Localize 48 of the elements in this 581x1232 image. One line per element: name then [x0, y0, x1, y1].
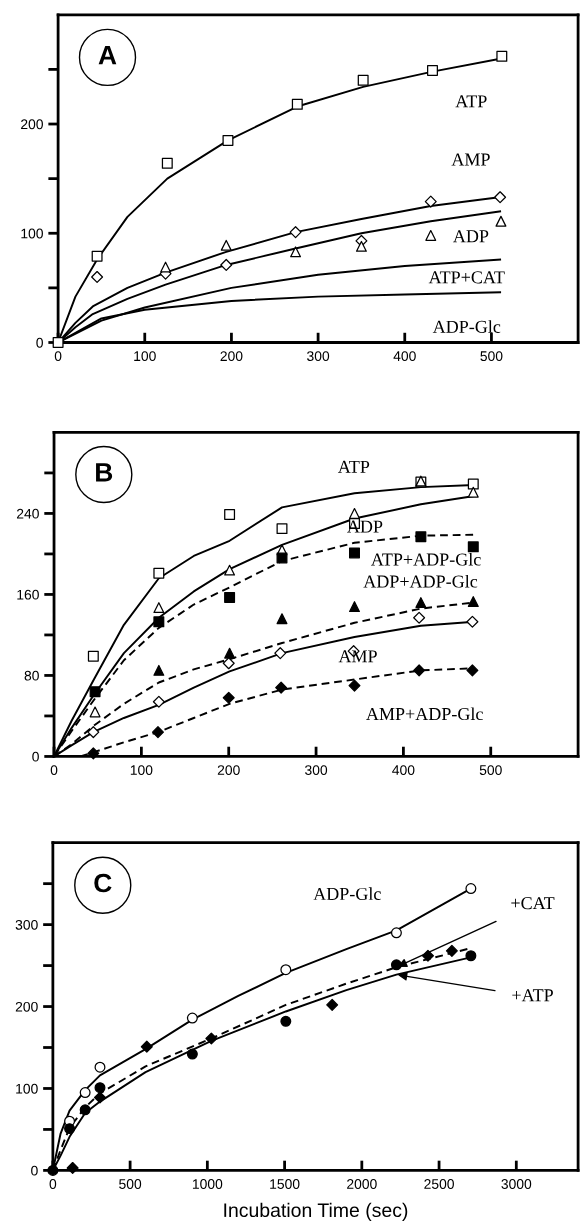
x-tick-label: 400: [392, 765, 415, 775]
x-axis-title: Incubation Time (sec): [224, 1202, 408, 1221]
series-label: AMP: [338, 650, 377, 663]
x-tick-label: 500: [480, 351, 503, 362]
y-tick-label: 100: [21, 228, 43, 239]
x-tick-label: 400: [393, 351, 416, 362]
y-tick-label: 80: [24, 670, 39, 681]
x-tick-label: 2000: [347, 1179, 377, 1189]
series-label: ADP-Glc: [313, 887, 381, 901]
x-tick-label: 300: [305, 765, 328, 775]
x-tick-label: 500: [479, 765, 502, 775]
series-label: ATP+ADP-Glc: [371, 552, 481, 566]
x-tick-label: 300: [307, 351, 330, 362]
annotation: C: [94, 873, 112, 893]
text: +CAT: [511, 897, 555, 910]
series-label: ATP: [455, 95, 487, 108]
text: +ATP: [512, 989, 553, 1002]
x-tick-label: 100: [130, 765, 153, 775]
series-label: ADP+ADP-Glc: [363, 574, 478, 588]
series-label: AMP+ADP-Glc: [366, 707, 483, 721]
series-label: ADP: [347, 520, 383, 533]
y-tick-label: 100: [16, 1083, 38, 1094]
x-tick-label: 200: [220, 351, 243, 362]
series-label: ATP+CAT: [428, 271, 505, 284]
x-tick-label: 0: [49, 1179, 57, 1189]
annotation: B: [96, 463, 113, 482]
x-tick-label: 1000: [192, 1179, 223, 1189]
x-tick-label: 0: [50, 765, 58, 775]
series-label: ADP-Glc: [432, 320, 501, 333]
y-tick-label: 0: [36, 337, 43, 348]
x-tick-label: 2500: [424, 1179, 454, 1189]
series-label: AMP: [451, 153, 490, 166]
x-tick-label: 3000: [501, 1179, 532, 1189]
series-label: ADP: [453, 230, 489, 243]
x-tick-label: 200: [217, 765, 240, 775]
y-tick-label: 200: [21, 119, 43, 130]
y-tick-label: 0: [31, 1165, 38, 1176]
x-tick-label: 500: [119, 1179, 142, 1189]
y-tick-label: 240: [16, 508, 39, 519]
x-tick-label: 0: [54, 351, 62, 362]
x-tick-label: 1500: [270, 1179, 300, 1189]
y-tick-label: 160: [17, 589, 39, 600]
series-label: ATP: [337, 460, 370, 473]
x-tick-label: 100: [134, 351, 156, 362]
y-tick-label: 200: [15, 1001, 38, 1012]
y-tick-label: 300: [15, 919, 38, 930]
y-tick-label: 0: [32, 751, 39, 762]
annotation: A: [98, 46, 117, 65]
